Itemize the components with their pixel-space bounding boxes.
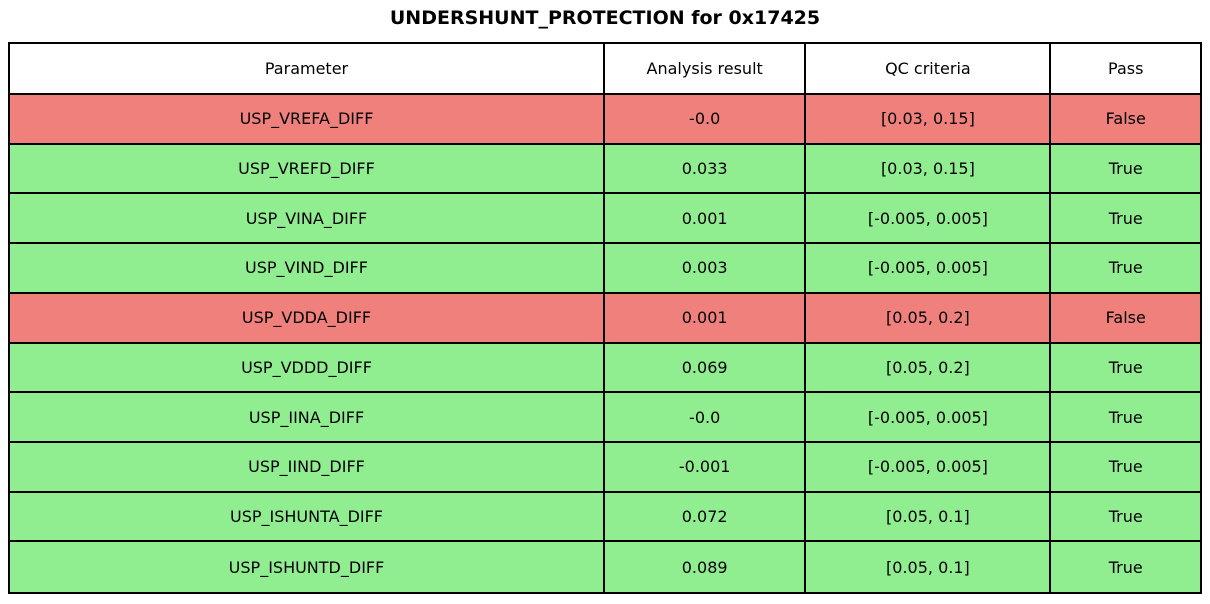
cell-qc-criteria: [-0.005, 0.005] (806, 244, 1052, 294)
cell-qc-criteria: [-0.005, 0.005] (806, 393, 1052, 443)
cell-analysis-result: 0.069 (605, 343, 807, 394)
cell-analysis-result: -0.0 (605, 393, 807, 443)
cell-qc-criteria: [0.03, 0.15] (806, 144, 1052, 195)
cell-pass: True (1108, 557, 1143, 577)
cell-analysis-result: 0.003 (605, 244, 807, 294)
header-cell-parameter: Parameter (10, 44, 605, 95)
cell-analysis-result: 0.033 (605, 144, 807, 195)
cell-pass: False (1051, 294, 1200, 344)
table-row: USP_VDDA_DIFF 0.001 [0.05, 0.2] False (10, 293, 1200, 344)
cell-pass: True (1051, 244, 1200, 294)
cell-parameter: USP_VREFD_DIFF (10, 144, 605, 195)
cell-pass: True (1051, 194, 1200, 245)
table-row: USP_IIND_DIFF -0.001 [-0.005, 0.005] Tru… (10, 442, 1200, 493)
header-cell-analysis-result: Analysis result (605, 44, 807, 95)
cell-analysis-result: 0.001 (605, 194, 807, 245)
cell-pass: True (1051, 493, 1200, 543)
cell-analysis-result: 0.072 (605, 492, 807, 543)
cell-pass: False (1051, 95, 1200, 145)
table-row: USP_VREFD_DIFF 0.033 [0.03, 0.15] True (10, 144, 1200, 195)
cell-analysis-result: 0.001 (605, 293, 807, 344)
cell-qc-criteria: [0.03, 0.15] (806, 95, 1052, 145)
table-row: USP_IINA_DIFF -0.0 [-0.005, 0.005] True (10, 393, 1200, 443)
cell-parameter: USP_VINA_DIFF (10, 194, 605, 245)
cell-parameter: USP_VREFA_DIFF (10, 95, 605, 145)
figure-title: UNDERSHUNT_PROTECTION for 0x17425 (389, 7, 821, 29)
header-cell-pass: Pass (1051, 44, 1200, 95)
cell-parameter: USP_VDDA_DIFF (10, 293, 605, 344)
cell-qc-criteria: [0.05, 0.1] (806, 492, 1052, 543)
cell-pass: True (1051, 443, 1200, 493)
cell-pass: True (1051, 145, 1200, 195)
cell-analysis-result: 0.089 (605, 542, 807, 592)
cell-analysis-result: -0.0 (605, 95, 807, 145)
table-row: USP_VIND_DIFF 0.003 [-0.005, 0.005] True (10, 244, 1200, 294)
results-table: Parameter Analysis result QC criteria Pa… (8, 42, 1202, 594)
cell-parameter: USP_VDDD_DIFF (10, 343, 605, 394)
table-row: USP_VDDD_DIFF 0.069 [0.05, 0.2] True (10, 343, 1200, 394)
cell-qc-criteria: [0.05, 0.2] (806, 293, 1052, 344)
table-row: USP_VINA_DIFF 0.001 [-0.005, 0.005] True (10, 194, 1200, 245)
cell-parameter: USP_IINA_DIFF (10, 393, 605, 443)
table-row: USP_ISHUNTD_DIFF 0.089 [0.05, 0.1] True (10, 542, 1200, 592)
cell-parameter: USP_VIND_DIFF (10, 244, 605, 294)
cell-parameter: USP_ISHUNTD_DIFF (10, 542, 605, 592)
header-cell-qc-criteria: QC criteria (806, 44, 1052, 95)
cell-parameter: USP_ISHUNTA_DIFF (10, 492, 605, 543)
cell-qc-criteria: [0.05, 0.2] (806, 343, 1052, 394)
cell-qc-criteria: [-0.005, 0.005] (806, 442, 1052, 493)
cell-qc-criteria: [0.05, 0.1] (806, 542, 1052, 592)
cell-pass: True (1051, 393, 1200, 443)
cell-pass: True (1051, 344, 1200, 394)
cell-analysis-result: -0.001 (605, 442, 807, 493)
table-row: USP_VREFA_DIFF -0.0 [0.03, 0.15] False (10, 95, 1200, 145)
cell-qc-criteria: [-0.005, 0.005] (806, 194, 1052, 245)
cell-parameter: USP_IIND_DIFF (10, 442, 605, 493)
table-header-row: Parameter Analysis result QC criteria Pa… (10, 44, 1200, 95)
table-row: USP_ISHUNTA_DIFF 0.072 [0.05, 0.1] True (10, 492, 1200, 543)
